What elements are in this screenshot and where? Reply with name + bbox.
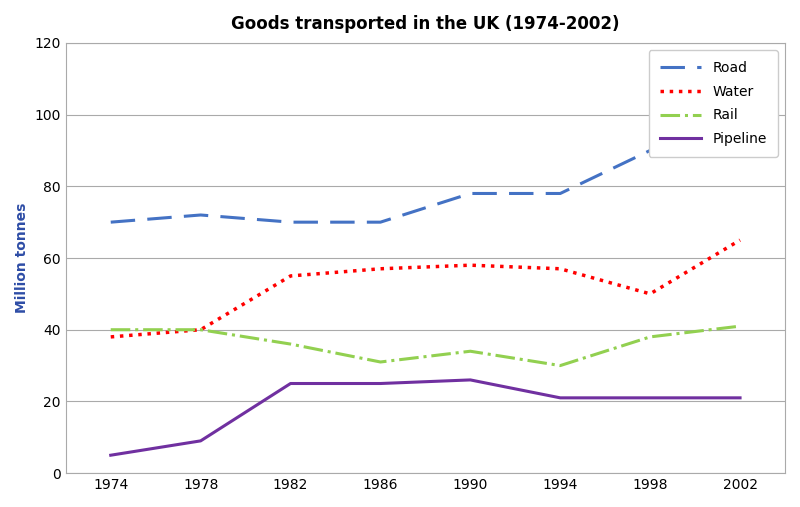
Water [466,262,475,268]
Rail [376,359,386,365]
Water [376,266,386,272]
Rail [106,327,115,333]
Pipeline [106,452,115,458]
Pipeline [555,395,565,401]
Rail [646,334,655,340]
Water [555,266,565,272]
Pipeline [196,438,206,444]
Pipeline [286,380,295,386]
Road [466,191,475,197]
Road [106,219,115,225]
Y-axis label: Million tonnes: Million tonnes [15,203,29,313]
Pipeline [646,395,655,401]
Water [286,273,295,279]
Rail [555,363,565,369]
Rail [196,327,206,333]
Road [735,129,745,135]
Road [376,219,386,225]
Rail [286,341,295,347]
Legend: Road, Water, Rail, Pipeline: Road, Water, Rail, Pipeline [649,50,778,157]
Water [196,327,206,333]
Road [286,219,295,225]
Road [196,212,206,218]
Pipeline [735,395,745,401]
Road [646,148,655,154]
Line: Water: Water [110,240,740,337]
Line: Rail: Rail [110,326,740,366]
Line: Road: Road [110,132,740,222]
Water [735,237,745,243]
Title: Goods transported in the UK (1974-2002): Goods transported in the UK (1974-2002) [231,15,620,33]
Rail [466,348,475,354]
Pipeline [466,377,475,383]
Rail [735,323,745,329]
Road [555,191,565,197]
Pipeline [376,380,386,386]
Water [646,291,655,297]
Line: Pipeline: Pipeline [110,380,740,455]
Water [106,334,115,340]
